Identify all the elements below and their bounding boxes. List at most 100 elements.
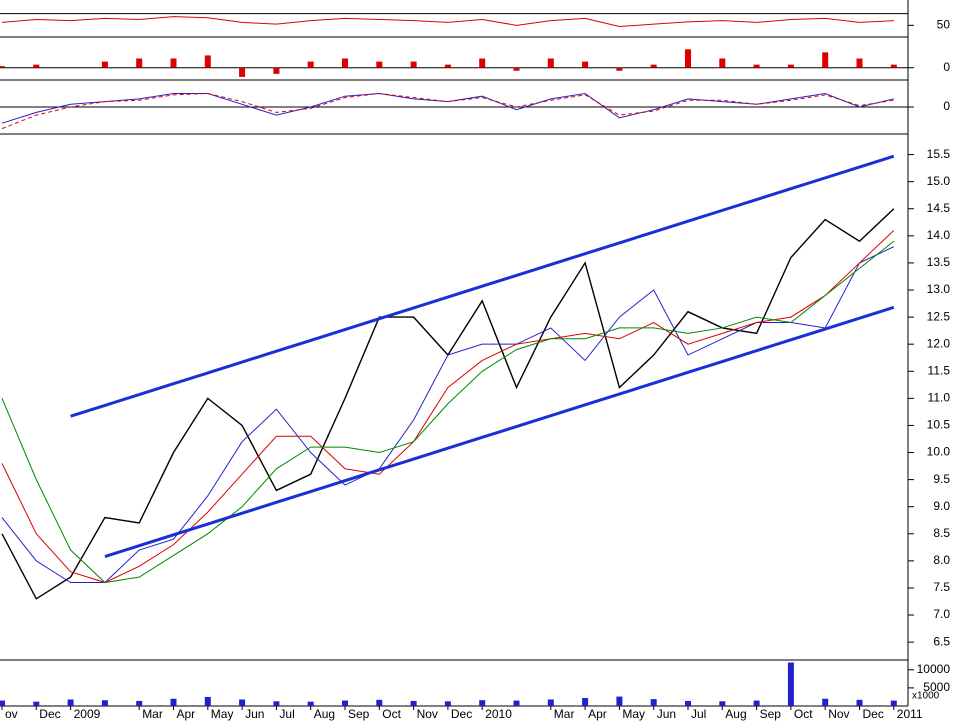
bar <box>0 700 5 706</box>
bar <box>685 49 691 68</box>
x-tick-label: Apr <box>177 707 196 721</box>
bar <box>890 700 897 706</box>
bar <box>513 67 520 71</box>
y-tick-label: 12.5 <box>927 309 951 323</box>
bar <box>547 699 554 706</box>
x-tick-label: Nov <box>828 707 849 721</box>
line-series <box>1 16 894 28</box>
bar <box>33 701 40 706</box>
bar <box>513 700 520 706</box>
bar <box>582 698 589 706</box>
bar <box>616 67 623 71</box>
y-tick-label: 10000 <box>917 662 951 676</box>
y-tick-label: 50 <box>937 18 951 32</box>
y-tick-label: 6.5 <box>933 634 950 648</box>
bar <box>582 61 589 68</box>
line-series <box>104 305 895 558</box>
y-tick-label: 14.0 <box>927 228 951 242</box>
bar <box>822 698 829 706</box>
bar <box>787 662 794 706</box>
bar <box>444 701 451 706</box>
bar <box>410 700 417 706</box>
x-tick-label: Oct <box>794 707 813 721</box>
bar <box>204 55 211 68</box>
bar <box>856 58 863 68</box>
line-series <box>1 230 895 584</box>
bar <box>0 66 5 68</box>
y-tick-label: 0 <box>943 60 950 74</box>
y-tick-label: 9.0 <box>933 499 950 513</box>
bar <box>650 64 657 68</box>
bar <box>650 699 657 706</box>
x-tick-label: ov <box>5 707 18 721</box>
line-series <box>1 240 895 584</box>
y-tick-label: 7.5 <box>933 580 950 594</box>
y-tick-label: 8.5 <box>933 526 950 540</box>
bar <box>685 700 691 706</box>
bar <box>479 700 486 706</box>
x-tick-label: May <box>622 707 645 721</box>
annotation: x1000 <box>912 691 940 702</box>
x-tick-label: Jun <box>657 707 676 721</box>
line-series <box>1 246 895 584</box>
bar <box>273 67 280 74</box>
x-tick-label: 2009 <box>74 707 101 721</box>
bar <box>239 699 246 706</box>
bar <box>33 64 40 68</box>
bar <box>856 699 863 706</box>
bar <box>444 64 451 68</box>
bar <box>239 67 246 77</box>
bar <box>342 58 348 68</box>
bar <box>890 64 897 68</box>
y-tick-label: 13.5 <box>927 255 951 269</box>
bar <box>547 58 554 68</box>
y-tick-label: 15.0 <box>927 174 951 188</box>
bar <box>787 64 794 68</box>
bar <box>822 52 829 68</box>
line-series <box>70 154 895 418</box>
bar <box>753 700 760 706</box>
bar <box>136 700 143 706</box>
bar <box>101 700 108 706</box>
y-tick-label: 11.0 <box>928 391 951 405</box>
y-tick-label: 9.5 <box>933 472 950 486</box>
x-tick-label: Dec <box>39 707 60 721</box>
bar <box>410 61 417 68</box>
x-tick-label: Jul <box>279 707 294 721</box>
x-tick-label: Jun <box>245 707 264 721</box>
bar <box>273 701 280 706</box>
x-tick-label: Oct <box>382 707 401 721</box>
x-tick-label: Aug <box>314 707 335 721</box>
y-tick-label: 5000 <box>923 680 950 694</box>
bar <box>376 61 383 68</box>
y-tick-label: 7.0 <box>933 607 950 621</box>
bar <box>170 58 177 68</box>
x-tick-label: Sep <box>348 707 370 721</box>
bar <box>479 58 486 68</box>
bar <box>753 64 760 68</box>
bar <box>376 699 383 706</box>
y-tick-label: 10.5 <box>927 418 951 432</box>
bar <box>307 701 314 706</box>
bar <box>67 699 74 706</box>
bar <box>170 698 177 706</box>
x-tick-label: Nov <box>417 707 438 721</box>
x-tick-label: 2010 <box>485 707 512 721</box>
x-tick-label: May <box>211 707 234 721</box>
y-tick-label: 14.5 <box>927 201 951 215</box>
y-tick-label: 8.0 <box>933 553 950 567</box>
y-tick-label: 11.5 <box>928 363 951 377</box>
y-tick-label: 10.0 <box>927 445 951 459</box>
line-series <box>1 92 894 130</box>
bar <box>719 58 726 68</box>
bar <box>307 61 314 68</box>
x-tick-label: 2011 <box>897 707 923 721</box>
bar <box>616 696 623 706</box>
x-tick-label: Mar <box>142 707 163 721</box>
x-tick-label: Mar <box>554 707 575 721</box>
y-tick-label: 15.5 <box>927 147 951 161</box>
x-tick-label: Jul <box>691 707 706 721</box>
bar <box>719 701 726 706</box>
